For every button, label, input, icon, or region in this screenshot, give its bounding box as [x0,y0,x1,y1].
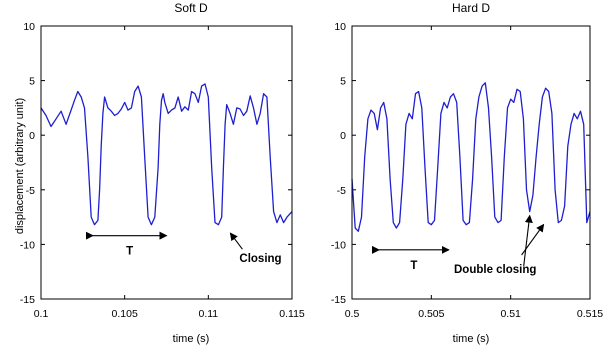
x-tick-labels: 0.1 0.105 0.11 0.115 [34,308,305,320]
y-tick-label: -5 [337,185,346,197]
soft-d-displacement-line [40,83,293,226]
x-tick-label: 0.5 [345,308,360,320]
y-tick-label: -15 [331,294,346,306]
y-tick-labels: 10 5 0 -5 -10 -15 [331,21,346,306]
y-tick-label: -15 [20,294,35,306]
x-tick-label: 0.115 [279,308,305,320]
period-label: T [410,260,417,272]
x-tick-label: 0.505 [418,308,444,320]
y-tick-label: 0 [340,130,346,142]
x-axis-label: time (s) [453,333,490,345]
y-axis-label: displacement (arbitrary unit) [14,98,26,234]
y-tick-label: 0 [29,130,35,142]
closing-label: Closing [239,253,281,265]
y-tick-label: 5 [29,76,35,88]
y-tick-labels: 10 5 0 -5 -10 -15 [20,21,35,306]
plot-frame [351,25,591,300]
closing-arrow [229,232,243,250]
x-axis-label: time (s) [173,333,210,345]
x-tick-labels: 0.5 0.505 0.51 0.515 [345,308,604,320]
period-label: T [126,246,133,258]
hard-d-displacement-line [351,82,591,232]
soft-d-panel: Soft D displacement (arbitrary unit) tim… [14,1,305,345]
x-tick-label: 0.11 [198,308,218,320]
y-tick-label: 10 [23,21,35,33]
x-tick-label: 0.51 [500,308,521,320]
double-closing-label: Double closing [454,264,536,276]
x-tick-label: 0.1 [34,308,49,320]
y-tick-label: -5 [26,185,35,197]
chart-title: Hard D [452,1,490,15]
plot-frame [40,25,293,300]
y-tick-label: -10 [331,239,346,251]
y-tick-label: 5 [340,76,346,88]
hard-d-panel: Hard D time (s) 10 5 0 -5 -10 -15 0.5 0.… [331,1,603,345]
y-tick-label: -10 [20,239,35,251]
x-tick-label: 0.105 [112,308,138,320]
x-tick-label: 0.515 [577,308,603,320]
chart-title: Soft D [174,1,208,15]
y-tick-label: 10 [334,21,346,33]
double-closing-arrow [521,223,545,256]
double-closing-arrow [523,214,533,267]
